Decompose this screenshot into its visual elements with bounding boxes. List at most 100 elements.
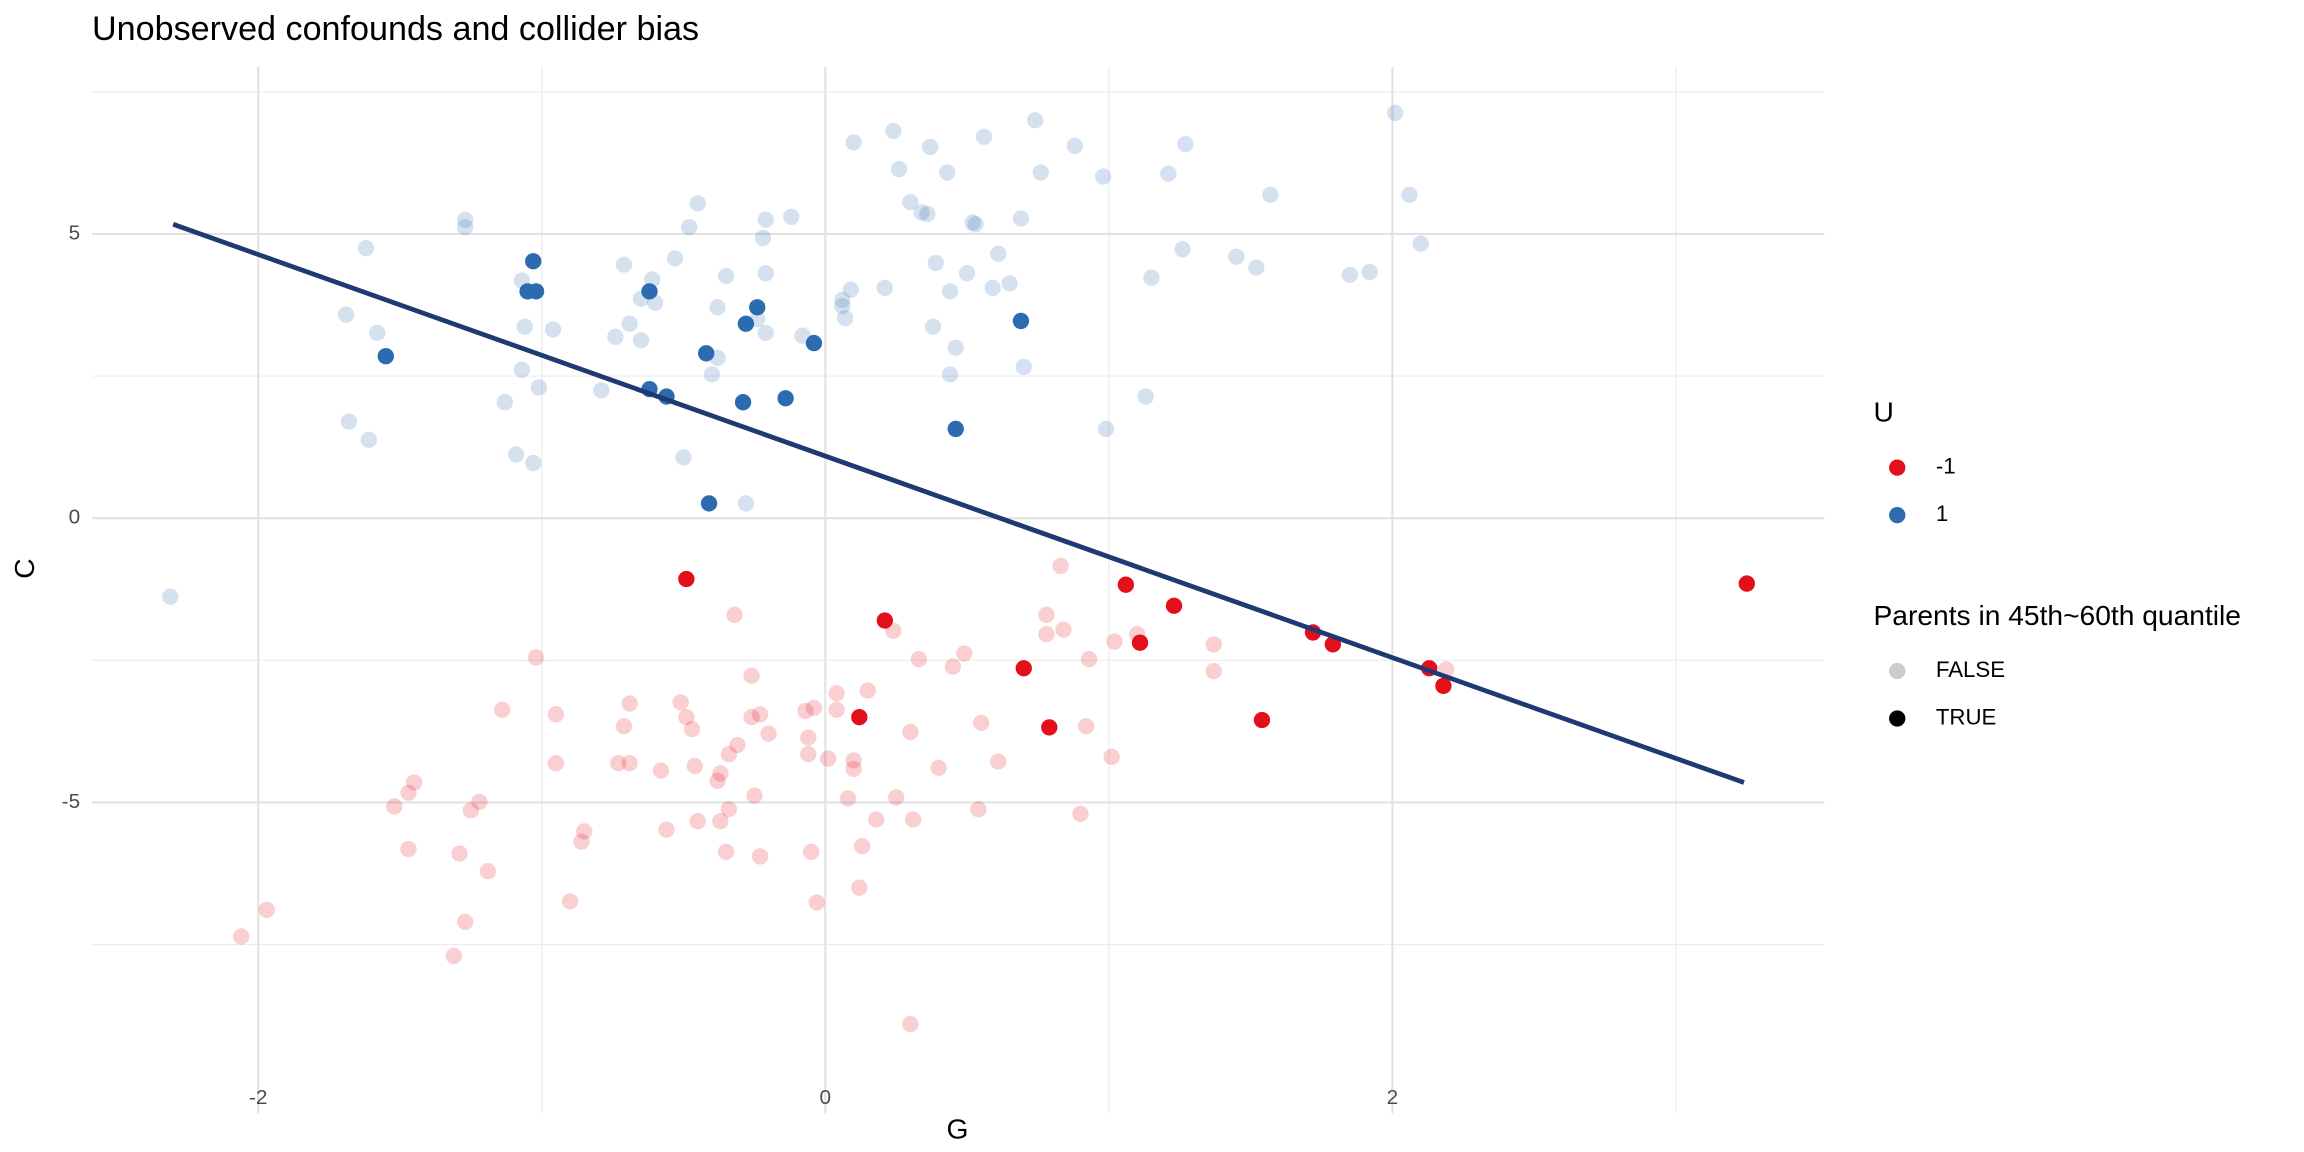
point: [836, 309, 854, 327]
point: [689, 813, 706, 830]
point: [377, 348, 394, 365]
point: [805, 334, 823, 352]
point: [457, 913, 474, 930]
point: [958, 265, 976, 282]
point: [970, 801, 987, 818]
point: [621, 755, 638, 772]
point: [845, 134, 862, 151]
point: [1341, 266, 1359, 284]
point: [902, 723, 919, 741]
point: [471, 793, 488, 811]
point: [941, 283, 959, 300]
point: [777, 390, 794, 407]
point: [876, 612, 893, 629]
x-tick-label: 2: [1387, 1086, 1399, 1109]
point: [746, 787, 763, 804]
point: [457, 218, 474, 236]
point: [561, 893, 579, 910]
point: [956, 645, 973, 662]
point: [964, 214, 981, 231]
point: [851, 879, 868, 896]
point: [681, 218, 698, 236]
point: [400, 840, 417, 858]
point: [457, 211, 474, 228]
point: [853, 838, 871, 855]
point: [1066, 137, 1083, 154]
point: [513, 361, 531, 378]
point: [944, 658, 962, 675]
point: [743, 667, 760, 684]
point: [621, 695, 638, 712]
point: [1361, 263, 1378, 281]
point: [712, 813, 729, 830]
point: [700, 495, 718, 512]
point: [1174, 241, 1191, 258]
point: [1041, 719, 1058, 736]
point: [610, 755, 627, 772]
point: [834, 291, 851, 309]
x-tick-label: -2: [249, 1086, 267, 1109]
point: [941, 366, 959, 383]
point: [939, 164, 956, 181]
point: [819, 750, 837, 767]
point: [975, 128, 993, 145]
point: [868, 811, 885, 828]
point: [508, 446, 525, 463]
point: [859, 682, 876, 699]
point: [479, 863, 497, 880]
point: [851, 708, 868, 726]
point: [1106, 633, 1123, 650]
point: [1117, 576, 1135, 593]
point: [720, 801, 738, 818]
legend-title: Parents in 45th~60th quantile: [1873, 599, 2240, 631]
fit-line: [172, 222, 1745, 785]
legend-swatch: [1889, 459, 1906, 476]
point: [1038, 606, 1055, 623]
point: [751, 848, 769, 865]
point: [1032, 164, 1049, 181]
point: [1094, 168, 1112, 185]
point: [1015, 660, 1032, 677]
point: [683, 720, 701, 738]
point: [757, 265, 774, 282]
point: [652, 762, 669, 779]
point: [1055, 621, 1072, 638]
x-tick-label: 0: [820, 1086, 832, 1109]
point: [1228, 248, 1245, 265]
point: [386, 798, 403, 815]
point: [947, 339, 964, 356]
point: [845, 760, 862, 778]
point: [734, 394, 752, 411]
point: [1001, 275, 1018, 292]
point: [709, 772, 726, 789]
point: [162, 588, 179, 605]
point: [527, 283, 545, 300]
point: [797, 702, 814, 720]
point: [357, 239, 375, 257]
point: [672, 694, 689, 711]
point: [445, 947, 463, 965]
point: [1205, 636, 1222, 653]
point: [360, 431, 377, 448]
point: [547, 706, 565, 723]
point: [919, 205, 936, 223]
point: [800, 745, 817, 763]
point: [641, 283, 658, 300]
point: [990, 245, 1007, 263]
point: [743, 708, 760, 726]
legend-swatch: [1889, 662, 1906, 680]
point: [924, 318, 942, 335]
point: [800, 729, 817, 746]
point: [1012, 312, 1030, 330]
point: [1012, 210, 1030, 227]
point: [888, 789, 905, 806]
point: [984, 279, 1001, 297]
point: [525, 253, 542, 270]
point: [632, 332, 650, 349]
point: [885, 122, 902, 140]
point: [527, 649, 545, 666]
point: [1177, 135, 1194, 153]
chart-title: Unobserved confounds and collider bias: [92, 10, 699, 48]
